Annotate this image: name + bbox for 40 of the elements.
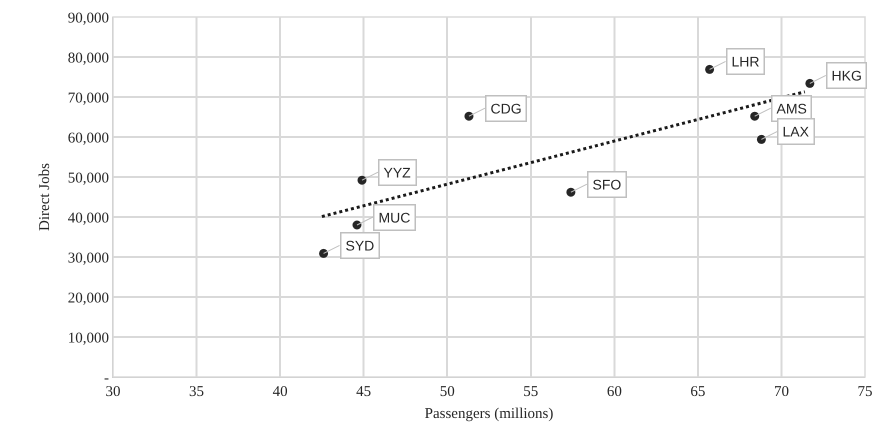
x-tick-label: 65 xyxy=(690,384,706,400)
x-tick-label: 40 xyxy=(272,384,288,400)
annotation: HKG xyxy=(832,68,862,84)
x-tick-label: 75 xyxy=(858,384,872,400)
x-tick-label: 45 xyxy=(356,384,372,400)
point xyxy=(750,112,760,121)
x-tick-label: 50 xyxy=(440,384,455,400)
y-axis-title: Direct Jobs xyxy=(37,162,53,231)
point xyxy=(566,188,576,197)
y-tick-label: 30,000 xyxy=(68,250,109,266)
point xyxy=(805,78,814,88)
annotation: AMS xyxy=(776,100,807,116)
annotation: CDG xyxy=(490,100,522,116)
y-tick-label: 80,000 xyxy=(68,50,109,66)
point xyxy=(705,64,714,74)
annotation: MUC xyxy=(378,210,410,226)
annotation: YYZ xyxy=(384,164,412,180)
y-tick-label: 70,000 xyxy=(68,90,109,106)
x-axis-title: Passengers (millions) xyxy=(424,406,554,422)
point xyxy=(358,176,366,185)
annotation: LHR xyxy=(732,54,760,70)
y-tick-label: 50,000 xyxy=(68,170,109,186)
y-tick-label: 40,000 xyxy=(68,210,109,226)
annotation: SYD xyxy=(346,238,374,254)
point xyxy=(352,220,362,230)
x-tick-label: 60 xyxy=(606,384,622,400)
annotation: LAX xyxy=(782,124,810,140)
point xyxy=(319,248,328,258)
point xyxy=(756,134,766,144)
point xyxy=(464,112,474,121)
x-tick-label: 55 xyxy=(523,384,538,400)
y-tick-label: - xyxy=(104,370,109,386)
y-tick-label: 20,000 xyxy=(68,290,109,306)
y-tick-label: 90,000 xyxy=(68,10,109,26)
x-tick-label: 70 xyxy=(774,384,789,400)
x-tick-label: 35 xyxy=(189,384,204,400)
y-tick-label: 60,000 xyxy=(68,130,109,146)
annotation: SFO xyxy=(592,176,622,192)
x-tick-label: 30 xyxy=(106,384,120,400)
y-tick-label: 10,000 xyxy=(68,330,109,346)
